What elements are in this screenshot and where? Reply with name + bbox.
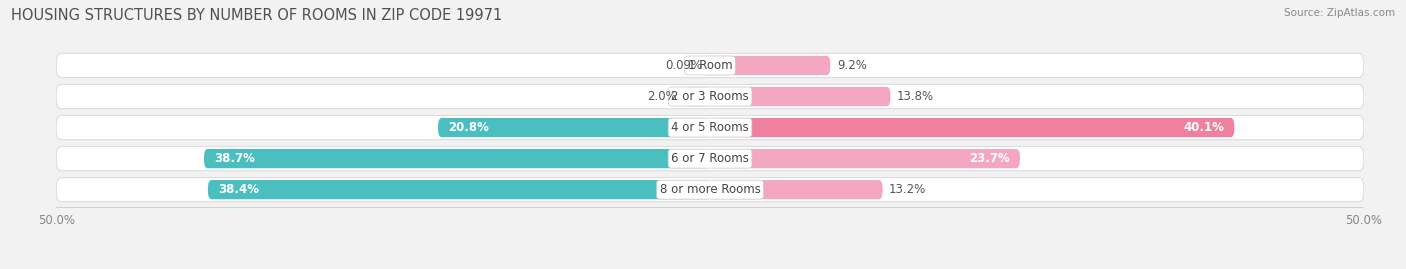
Text: 1 Room: 1 Room	[688, 59, 733, 72]
Text: 20.8%: 20.8%	[449, 121, 489, 134]
Text: 9.2%: 9.2%	[837, 59, 866, 72]
FancyBboxPatch shape	[204, 149, 710, 168]
Text: Source: ZipAtlas.com: Source: ZipAtlas.com	[1284, 8, 1395, 18]
Text: 4 or 5 Rooms: 4 or 5 Rooms	[671, 121, 749, 134]
Text: 38.4%: 38.4%	[218, 183, 259, 196]
FancyBboxPatch shape	[56, 115, 1364, 140]
Text: 6 or 7 Rooms: 6 or 7 Rooms	[671, 152, 749, 165]
FancyBboxPatch shape	[208, 180, 710, 199]
FancyBboxPatch shape	[683, 87, 710, 106]
FancyBboxPatch shape	[710, 149, 1019, 168]
Text: 13.2%: 13.2%	[889, 183, 927, 196]
Text: 13.8%: 13.8%	[897, 90, 934, 103]
Text: 2 or 3 Rooms: 2 or 3 Rooms	[671, 90, 749, 103]
FancyBboxPatch shape	[56, 147, 1364, 171]
Text: 8 or more Rooms: 8 or more Rooms	[659, 183, 761, 196]
Text: 2.0%: 2.0%	[648, 90, 678, 103]
FancyBboxPatch shape	[710, 180, 883, 199]
Text: 23.7%: 23.7%	[969, 152, 1010, 165]
FancyBboxPatch shape	[56, 178, 1364, 202]
FancyBboxPatch shape	[56, 84, 1364, 109]
Text: 40.1%: 40.1%	[1182, 121, 1223, 134]
Text: 0.09%: 0.09%	[665, 59, 703, 72]
FancyBboxPatch shape	[710, 56, 831, 75]
FancyBboxPatch shape	[706, 56, 713, 75]
Text: HOUSING STRUCTURES BY NUMBER OF ROOMS IN ZIP CODE 19971: HOUSING STRUCTURES BY NUMBER OF ROOMS IN…	[11, 8, 502, 23]
FancyBboxPatch shape	[710, 87, 890, 106]
FancyBboxPatch shape	[710, 118, 1234, 137]
FancyBboxPatch shape	[439, 118, 710, 137]
FancyBboxPatch shape	[56, 53, 1364, 77]
Text: 38.7%: 38.7%	[215, 152, 256, 165]
